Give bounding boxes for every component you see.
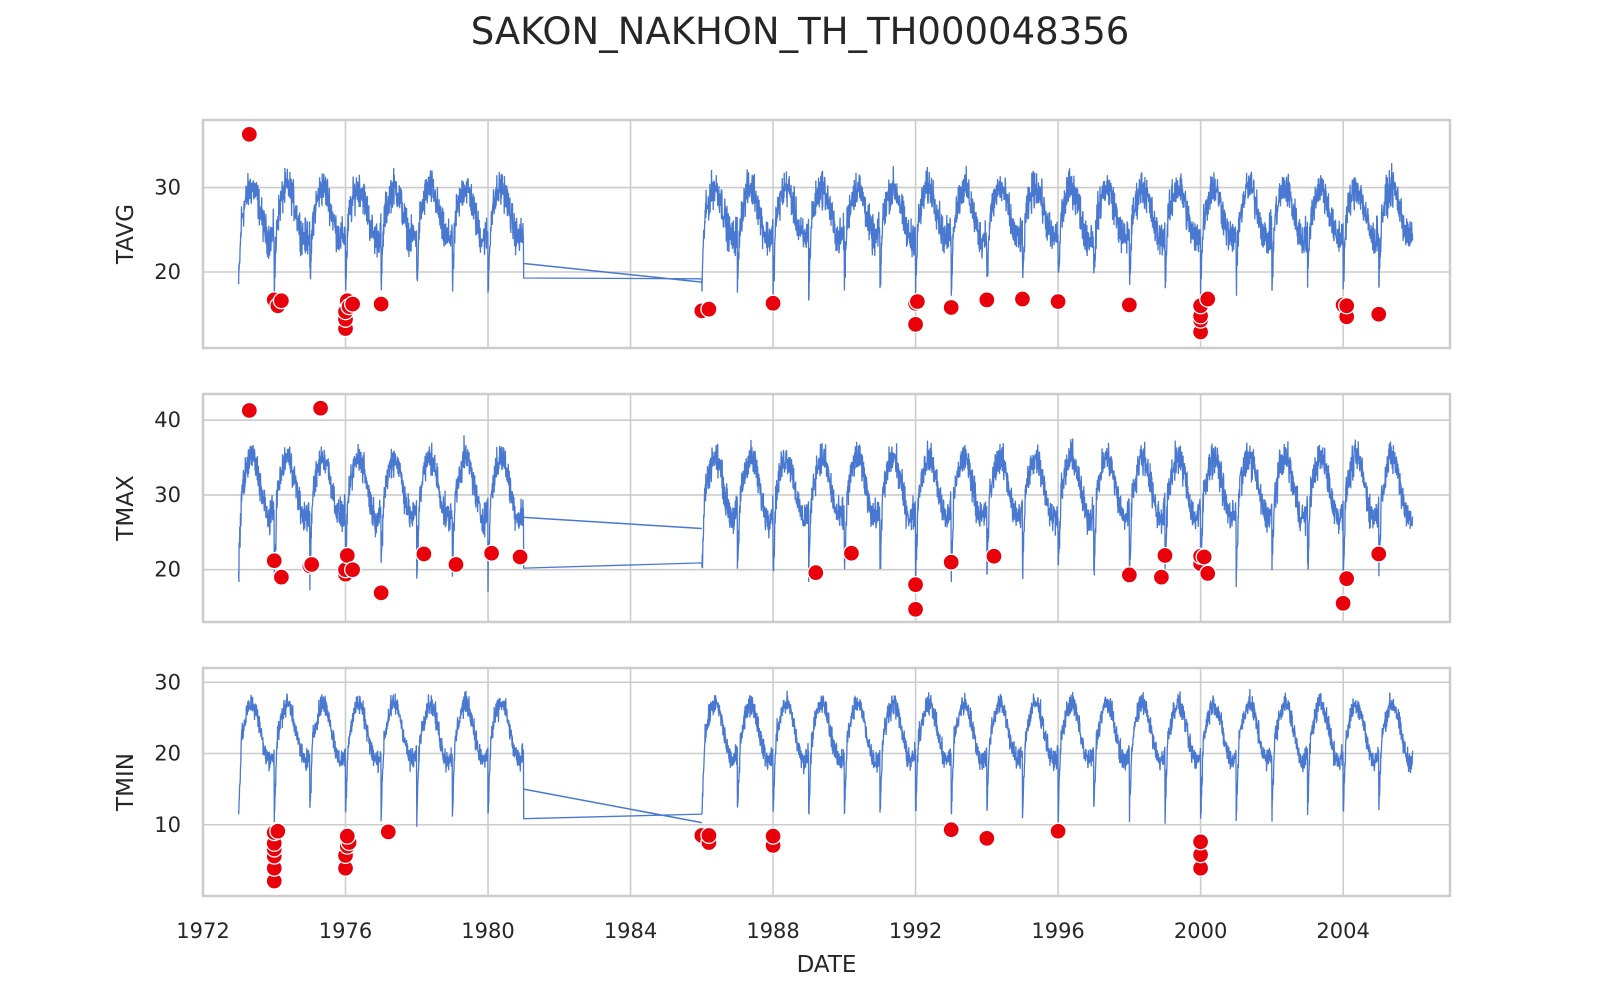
outlier-point [1338,569,1356,588]
outlier-point [1013,290,1032,308]
outlier-point [978,829,996,847]
outlier-point [764,827,782,845]
gap-line [523,516,702,530]
series-line-tmax [237,435,1414,592]
outlier-point [942,553,960,571]
x-tick-label: 1972 [176,919,229,943]
outlier-point [1049,292,1067,311]
outlier-point [372,584,390,602]
outlier-point [1120,566,1138,584]
x-axis-label: DATE [797,952,857,978]
axes-frame [201,118,1452,350]
outlier-point [1152,568,1171,586]
panel-tmax: 20 30 40 TMAX [113,392,1452,624]
outlier-point [1199,290,1217,308]
outlier-point [985,547,1003,565]
outlier-point [372,295,390,313]
outlier-point [942,298,960,317]
x-tick-label: 1996 [1031,919,1084,943]
y-tick-label: 20 [154,742,181,766]
outlier-point [700,300,718,318]
x-tick-label: 1988 [746,919,799,943]
outlier-point [265,552,283,570]
y-tick-label: 10 [154,813,181,837]
outlier-point [906,315,925,334]
y-tick-label: 20 [154,558,181,582]
x-tick-label: 2004 [1316,919,1369,943]
outlier-point [978,291,996,309]
y-tick-label: 20 [154,260,181,284]
outlier-point [906,600,925,618]
outlier-point [269,822,287,840]
gap-line [523,262,702,283]
outlier-point [338,827,356,845]
outlier-point [1370,305,1388,323]
series-line-tavg [237,163,1414,301]
x-tick-label: 1984 [604,919,657,943]
outlier-point [240,125,258,144]
outlier-point [343,561,362,579]
x-tick-label: 1976 [319,919,372,943]
axes-frame [201,392,1452,624]
outlier-point [764,294,782,312]
outlier-point [1334,594,1352,612]
outlier-point [379,823,397,841]
outlier-point [908,292,927,311]
outlier-point [240,401,258,420]
y-axis-label: TMIN [113,753,139,812]
outlier-point [700,826,718,845]
panel-tmin: 10 20 30 TMIN [113,666,1452,898]
outlier-point [1370,545,1388,563]
x-tick-label: 2000 [1174,919,1227,943]
axes-frame [201,666,1452,898]
outlier-point [272,568,291,586]
x-tick-label: 1980 [461,919,514,943]
outlier-point [1120,296,1138,314]
outlier-point [842,544,861,562]
panel-tavg: 20 30 TAVG [113,118,1452,350]
gap-line [523,788,702,824]
outlier-point [906,575,925,594]
outlier-point [1199,564,1217,583]
y-axis-label: TAVG [113,204,139,265]
outlier-point [447,555,465,574]
outlier-point [272,292,291,310]
outlier-point [482,544,501,562]
outlier-point [415,545,433,563]
outlier-point [343,295,362,313]
outlier-point [303,555,321,574]
outlier-point [807,564,825,582]
y-tick-label: 40 [154,408,181,432]
y-tick-label: 30 [154,670,181,694]
y-tick-label: 30 [154,176,181,200]
figure-title: SAKON_NAKHON_TH_TH000048356 [470,10,1130,53]
outlier-point [942,821,960,839]
outlier-point [1195,548,1213,566]
outlier-point [1338,297,1356,315]
outlier-point [311,399,330,417]
outlier-point [1049,822,1067,840]
series-line-tmin [237,688,1414,827]
x-tick-label: 1992 [889,919,942,943]
outlier-point [1156,546,1174,565]
outlier-point [1191,833,1210,851]
outlier-point [511,548,529,566]
y-axis-label: TMAX [113,475,139,542]
y-tick-label: 30 [154,483,181,507]
